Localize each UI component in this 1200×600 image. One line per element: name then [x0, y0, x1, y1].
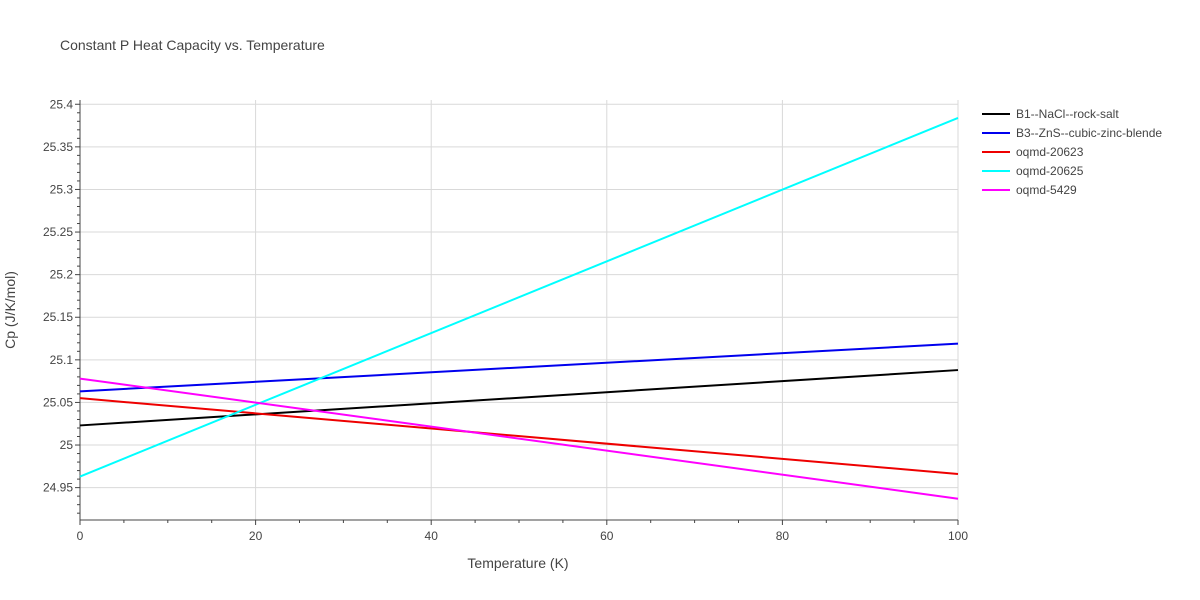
series-line-oqmd-20623	[79, 397, 959, 475]
series-line-oqmd-20625	[79, 116, 959, 478]
ticks: 0 20 40 60 80 100 24.95 25 25.05 25.1 25.15 25.2 25.…	[43, 97, 968, 543]
axes	[79, 100, 958, 521]
x-tick-label: 0	[77, 529, 84, 543]
legend-label: B3--ZnS--cubic-zinc-blende	[1016, 126, 1162, 140]
chart-title: Constant P Heat Capacity vs. Temperature	[60, 37, 325, 53]
legend[interactable]: B1--NaCl--rock-salt B3--ZnS--cubic-zinc-b…	[982, 107, 1162, 197]
legend-label: B1--NaCl--rock-salt	[1016, 107, 1119, 121]
legend-label: oqmd-20623	[1016, 145, 1084, 159]
y-tick-label: 24.95	[43, 481, 73, 495]
y-tick-label: 25.05	[43, 395, 73, 409]
x-tick-label: 100	[948, 529, 968, 543]
legend-item[interactable]: oqmd-20623	[982, 145, 1084, 159]
x-tick-label: 80	[776, 529, 790, 543]
x-axis-title: Temperature (K)	[467, 555, 568, 571]
y-tick-label: 25.25	[43, 225, 73, 239]
legend-item[interactable]: B1--NaCl--rock-salt	[982, 107, 1119, 121]
legend-item[interactable]: B3--ZnS--cubic-zinc-blende	[982, 126, 1162, 140]
y-tick-label: 25.35	[43, 140, 73, 154]
y-tick-label: 25.15	[43, 310, 73, 324]
x-tick-label: 60	[600, 529, 614, 543]
y-tick-label: 25.2	[50, 268, 74, 282]
y-tick-label: 25.4	[50, 97, 74, 111]
legend-label: oqmd-5429	[1016, 183, 1077, 197]
series-line-B3--ZnS--cubic-zinc-blende	[79, 342, 959, 393]
series-line-oqmd-5429	[79, 377, 959, 500]
x-tick-label: 40	[425, 529, 439, 543]
y-axis-title: Cp (J/K/mol)	[2, 271, 18, 349]
y-tick-label: 25	[60, 438, 74, 452]
legend-item[interactable]: oqmd-20625	[982, 164, 1084, 178]
legend-label: oqmd-20625	[1016, 164, 1084, 178]
grid	[80, 100, 959, 520]
y-tick-label: 25.3	[50, 182, 74, 196]
legend-item[interactable]: oqmd-5429	[982, 183, 1077, 197]
x-tick-label: 20	[249, 529, 263, 543]
plot-lines	[79, 116, 959, 500]
series-line-B1--NaCl--rock-salt	[79, 369, 959, 427]
y-tick-label: 25.1	[50, 353, 74, 367]
